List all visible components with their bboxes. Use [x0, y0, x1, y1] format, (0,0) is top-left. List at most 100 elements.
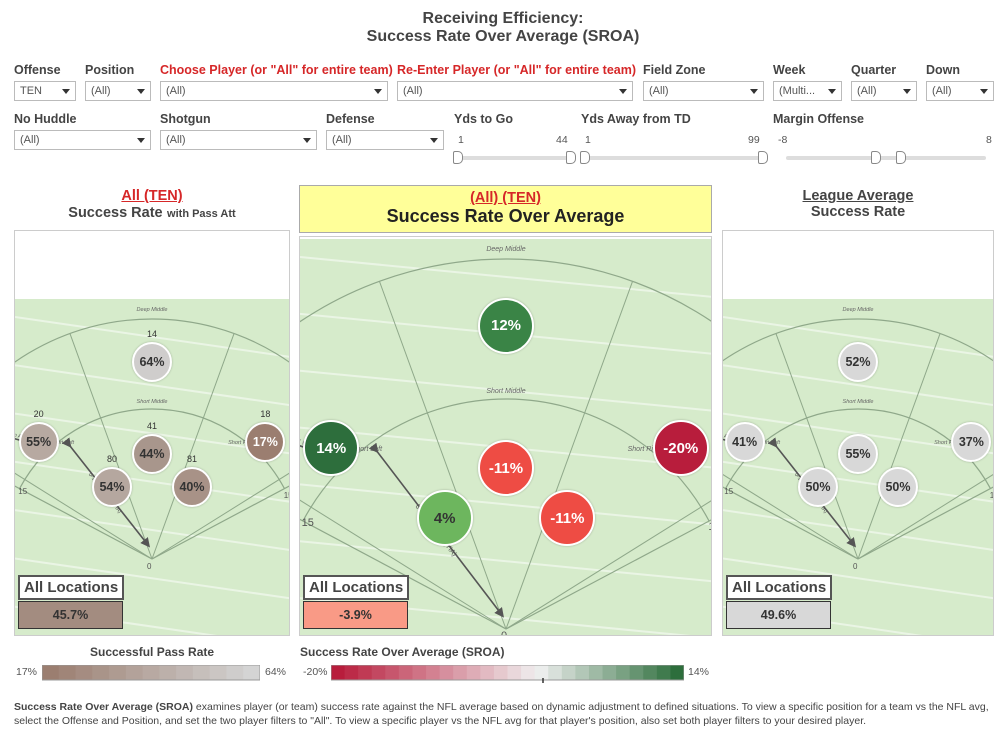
sroa-legend-swatch: [575, 665, 590, 680]
zone-bubble-deep-right[interactable]: -20%: [652, 420, 709, 476]
yds-away-td-slider[interactable]: [580, 151, 768, 164]
sroa-legend-swatch: [466, 665, 481, 680]
success-legend-colorbar: [42, 665, 260, 681]
yard-stripe: [723, 412, 993, 455]
zone-bubble-short-left[interactable]: 50%: [798, 466, 838, 507]
position-dropdown[interactable]: (All): [85, 81, 151, 101]
zone-bubble-short-middle[interactable]: -11%: [478, 440, 534, 496]
yds-away-td-low-handle[interactable]: [580, 151, 590, 164]
reenter-player-dropdown[interactable]: (All): [397, 81, 633, 101]
sroa-legend-swatch: [439, 665, 454, 680]
league-all-locations-label[interactable]: All Locations: [726, 575, 833, 600]
sroa-legend-swatch: [521, 665, 536, 680]
chevron-down-icon: [303, 138, 311, 143]
sroa-legend-swatch: [331, 665, 346, 680]
zero-yard-label: 0: [147, 562, 152, 571]
zone-divider-3: [151, 472, 289, 560]
success-legend-swatch: [209, 665, 227, 680]
margin-offense-slider[interactable]: [786, 151, 986, 164]
yds-to-go-low-handle[interactable]: [453, 151, 463, 164]
chevron-down-icon: [62, 89, 70, 94]
footer-description: Success Rate Over Average (SROA) examine…: [14, 700, 994, 728]
sideline-right: [151, 485, 289, 560]
week-value: (Multi...: [779, 85, 816, 97]
sroa-legend-swatch: [412, 665, 427, 680]
footer-bold: Success Rate Over Average (SROA): [14, 701, 193, 713]
zone-count-deep-left: 20: [33, 408, 44, 419]
yds-away-td-label: Yds Away from TD: [581, 112, 691, 126]
success-legend-title: Successful Pass Rate: [90, 645, 215, 659]
fifteen-yard-label-right: 15: [708, 521, 712, 533]
sroa-panel-subtitle: Success Rate Over Average: [386, 206, 625, 226]
chevron-down-icon: [903, 89, 911, 94]
team-panel-subtitle: Success Rate: [68, 205, 163, 221]
sroa-legend-swatch: [643, 665, 658, 680]
quarter-dropdown[interactable]: (All): [851, 81, 917, 101]
offense-dropdown[interactable]: TEN: [14, 81, 76, 101]
sroa-legend-max: 14%: [688, 666, 710, 678]
sroa-all-locations-label[interactable]: All Locations: [303, 575, 410, 600]
down-dropdown[interactable]: (All): [926, 81, 994, 101]
yard-stripe: [300, 369, 711, 412]
league-panel-subtitle: Success Rate: [810, 204, 906, 220]
zone-bubble-short-middle[interactable]: 44%: [132, 434, 172, 474]
zone-divider-2: [151, 333, 235, 560]
footer-text: examines player (or team) success rate a…: [14, 701, 989, 727]
margin-offense-high-handle[interactable]: [896, 151, 906, 164]
sroa-panel-title[interactable]: (All) (TEN): [470, 190, 541, 206]
week-dropdown[interactable]: (Multi...: [773, 81, 842, 101]
no-huddle-dropdown[interactable]: (All): [14, 130, 151, 150]
yds-to-go-slider[interactable]: [453, 151, 576, 164]
fifteen-yard-label-right: 15: [284, 491, 290, 500]
zone-bubble-short-left[interactable]: 54%: [92, 466, 132, 507]
zone-bubble-deep-middle[interactable]: 64%: [132, 342, 172, 383]
margin-offense-low-handle[interactable]: [871, 151, 881, 164]
deep-middle-label: Deep Middle: [486, 246, 525, 253]
yds-away-td-high-handle[interactable]: [758, 151, 768, 164]
zone-bubble-short-left[interactable]: 4%: [416, 490, 473, 547]
success-legend-swatch: [142, 665, 160, 680]
zone-bubble-deep-middle[interactable]: 12%: [478, 297, 534, 354]
success-legend-swatch: [226, 665, 244, 680]
sroa-legend-swatch: [588, 665, 604, 680]
zone-bubble-short-right[interactable]: 50%: [877, 466, 918, 507]
sroa-legend-swatch: [548, 665, 563, 680]
zone-bubble-short-right[interactable]: 40%: [171, 466, 212, 507]
margin-offense-min: -8: [778, 134, 788, 146]
success-legend-swatch: [192, 665, 211, 680]
short-middle-label: Short Middle: [843, 399, 874, 405]
success-legend-max: 64%: [265, 666, 287, 678]
down-label: Down: [926, 63, 961, 77]
zone-bubble-deep-left[interactable]: 41%: [724, 421, 765, 462]
zone-count-short-middle: 41: [146, 421, 157, 431]
field-zone-dropdown[interactable]: (All): [643, 81, 764, 101]
defense-dropdown[interactable]: (All): [326, 130, 444, 150]
zone-bubble-deep-left[interactable]: 55%: [18, 421, 59, 462]
yard-stripe: [15, 509, 289, 551]
deep-zone-arc: [15, 318, 289, 363]
sroa-panel-header: (All) (TEN) Success Rate Over Average: [299, 185, 712, 233]
quarter-label: Quarter: [851, 63, 897, 77]
choose-player-dropdown[interactable]: (All): [160, 81, 388, 101]
yds-to-go-high-handle[interactable]: [566, 151, 576, 164]
zone-bubble-deep-middle[interactable]: 52%: [838, 342, 878, 383]
team-all-locations-label[interactable]: All Locations: [18, 575, 125, 600]
zero-yard-label: 0: [501, 630, 507, 636]
league-panel-title[interactable]: League Average: [802, 188, 914, 204]
team-panel-title[interactable]: All (TEN): [121, 188, 183, 204]
no-huddle-label: No Huddle: [14, 112, 77, 126]
defense-label: Defense: [326, 112, 375, 126]
field-zone-label: Field Zone: [643, 63, 706, 77]
yard-stripe: [15, 364, 289, 407]
zone-bubble-short-middle[interactable]: 55%: [838, 434, 878, 474]
zone-bubble-deep-right[interactable]: 37%: [951, 421, 992, 462]
position-label: Position: [85, 63, 135, 77]
yard-stripe: [300, 256, 711, 298]
chevron-down-icon: [750, 89, 758, 94]
yds-away-td-min: 1: [585, 134, 591, 146]
zone-bubble-short-right[interactable]: -11%: [539, 490, 596, 547]
zone-bubble-deep-right[interactable]: 17%: [245, 421, 286, 462]
shotgun-dropdown[interactable]: (All): [160, 130, 317, 150]
chevron-down-icon: [137, 138, 145, 143]
zone-bubble-deep-left[interactable]: 14%: [303, 420, 360, 476]
